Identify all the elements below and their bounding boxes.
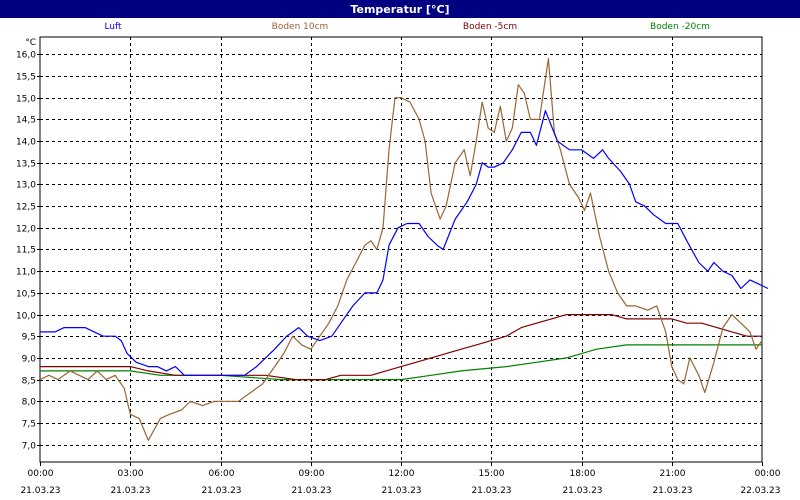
- legend-entry: Boden 10cm: [272, 22, 329, 32]
- y-tick-label: 7,5: [22, 420, 36, 430]
- x-tick-date-label: 21.03.23: [110, 486, 150, 496]
- y-tick-label: 11,0: [16, 268, 36, 278]
- y-tick-label: 15,5: [16, 73, 36, 83]
- series-line: [40, 344, 762, 381]
- x-tick-time-label: 15:00: [479, 469, 505, 479]
- y-tick-label: 8,5: [22, 377, 36, 387]
- x-tick-time-label: 00:00: [755, 469, 781, 479]
- y-tick-label: 14,0: [16, 138, 36, 148]
- y-tick-label: 12,5: [16, 203, 36, 213]
- legend-entry: Boden -20cm: [650, 22, 710, 32]
- y-tick-label: 14,5: [16, 116, 36, 126]
- x-tick-date-label: 22.03.23: [740, 486, 780, 496]
- y-tick-label: 12,0: [16, 225, 36, 235]
- x-tick-date-label: 21.03.23: [20, 486, 60, 496]
- x-tick-date-label: 21.03.23: [562, 486, 602, 496]
- y-tick-label: 8,0: [22, 398, 37, 408]
- y-tick-label: 10,0: [16, 312, 36, 322]
- temperature-chart: 7,0 7,5 8,0 8,5 9,0 9,5 10,0 10,5 11,0 11,5 12,0 12…: [16, 22, 781, 496]
- x-tick-date-label: 21.03.23: [291, 486, 331, 496]
- y-tick-label: 10,5: [16, 290, 36, 300]
- x-tick-time-label: 12:00: [389, 469, 415, 479]
- x-tick-time-label: 21:00: [660, 469, 686, 479]
- x-tick-time-label: 03:00: [118, 469, 144, 479]
- y-unit-label: °C: [25, 38, 36, 48]
- series-line: [40, 110, 769, 376]
- x-tick-date-label: 21.03.23: [471, 486, 511, 496]
- y-tick-label: 9,5: [22, 333, 36, 343]
- x-tick-date-label: 21.03.23: [652, 486, 692, 496]
- y-tick-label: 7,0: [22, 442, 37, 452]
- x-tick-date-label: 21.03.23: [201, 486, 241, 496]
- y-tick-label: 16,0: [16, 51, 36, 61]
- y-tick-label: 9,0: [22, 355, 37, 365]
- legend-entry: Luft: [104, 22, 122, 32]
- x-tick-time-label: 09:00: [299, 469, 325, 479]
- y-tick-label: 13,5: [16, 160, 36, 170]
- x-tick-time-label: 00:00: [28, 469, 54, 479]
- y-tick-label: 11,5: [16, 246, 36, 256]
- x-tick-time-label: 18:00: [570, 469, 596, 479]
- y-tick-label: 13,0: [16, 181, 36, 191]
- x-tick-date-label: 21.03.23: [381, 486, 421, 496]
- chart-title: Temperatur [°C]: [0, 0, 800, 18]
- x-tick-time-label: 06:00: [209, 469, 235, 479]
- legend-entry: Boden -5cm: [463, 22, 517, 32]
- y-tick-label: 15,0: [16, 95, 36, 105]
- series-line: [39, 58, 763, 441]
